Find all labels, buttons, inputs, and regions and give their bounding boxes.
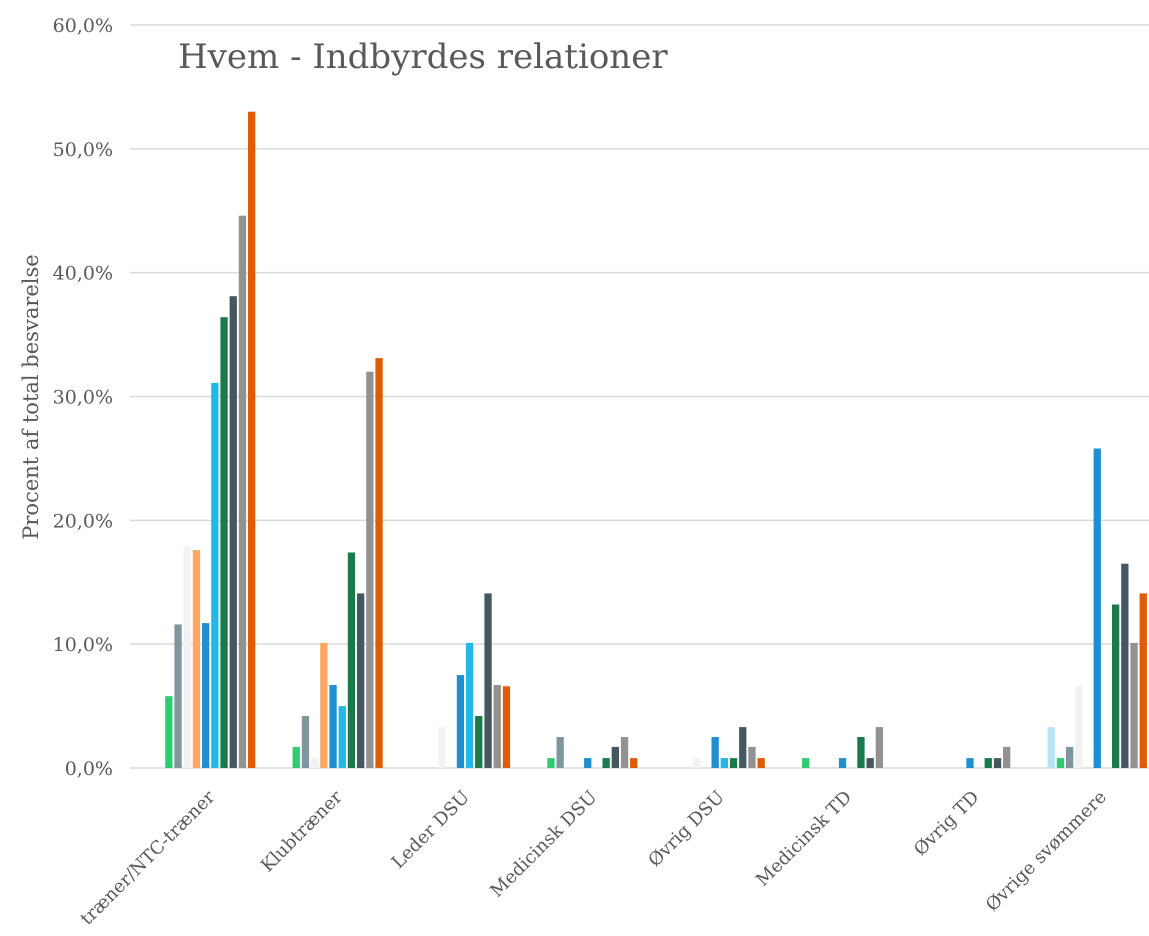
bar [993,758,1002,768]
y-tick-label: 40,0% [53,263,113,285]
x-tick-label: Leder DSU [388,787,474,873]
x-tick-label: Øvrig TD [910,787,984,861]
bar [729,758,738,768]
bar [475,716,483,768]
bar [1093,448,1101,768]
bar [802,758,810,768]
bar [211,382,219,768]
bar [1121,563,1129,768]
x-tick-label: træner/NTC-træner [76,786,219,929]
bar [438,727,446,768]
bar [229,296,237,768]
bar [174,624,182,768]
bar [366,371,374,768]
bar [757,758,765,768]
bar [311,758,319,768]
bars [165,111,1147,768]
y-tick-label: 50,0% [53,139,113,161]
bar [183,546,191,768]
bar [248,111,256,768]
bar [1130,642,1138,768]
bar [456,675,465,768]
bar [292,746,300,768]
bar [620,737,629,768]
gridlines [130,24,1149,769]
bar [711,737,719,768]
bar [484,593,492,768]
bar [1047,727,1055,768]
x-axis-ticks: træner/NTC-træner Klubtræner Leder DSU Medi… [76,786,1110,929]
bar [966,758,974,768]
bar [375,358,383,768]
bar [357,593,365,768]
x-tick-label: Medicinsk TD [752,787,856,891]
bar [329,685,337,768]
bar [502,686,511,768]
bar [1056,758,1065,768]
bar [301,716,310,768]
bar [866,758,874,768]
bar [838,758,847,768]
bar [693,758,701,768]
bar [611,746,619,768]
bar [584,758,592,768]
bar [220,317,228,768]
y-tick-label: 0,0% [65,758,113,780]
bar [238,215,247,768]
y-tick-label: 30,0% [53,387,113,409]
chart-title: Hvem - Indbyrdes relationer [178,37,668,77]
bar [739,727,747,768]
x-tick-label: Klubtræner [257,786,347,876]
y-tick-label: 10,0% [53,634,113,656]
bar [547,758,555,768]
x-tick-label: Øvrig DSU [644,787,728,871]
y-tick-label: 60,0% [53,15,113,37]
bar [720,758,728,768]
bar [1075,686,1083,768]
bar [465,642,474,768]
bar [630,758,638,768]
bar [1066,746,1074,768]
bar [602,758,610,768]
bar [493,685,501,768]
bar [165,696,173,768]
bar [1112,604,1120,768]
bar [556,737,564,768]
x-tick-label: Medicinsk DSU [486,787,601,902]
bar [192,550,201,768]
y-tick-label: 20,0% [53,510,113,532]
bar [320,642,328,768]
x-tick-label: Øvrige svømmere [982,787,1111,916]
bar [202,623,210,768]
bar [347,552,356,768]
bar [1139,593,1147,768]
bar [338,706,346,768]
bar [875,727,883,768]
y-axis-ticks: 0,0% 10,0% 20,0% 30,0% 40,0% 50,0% 60,0% [53,15,113,780]
bar [857,737,865,768]
bar [1003,746,1011,768]
bar [984,758,992,768]
bar [748,746,756,768]
y-axis-label: Procent af total besvarelse [19,254,43,539]
